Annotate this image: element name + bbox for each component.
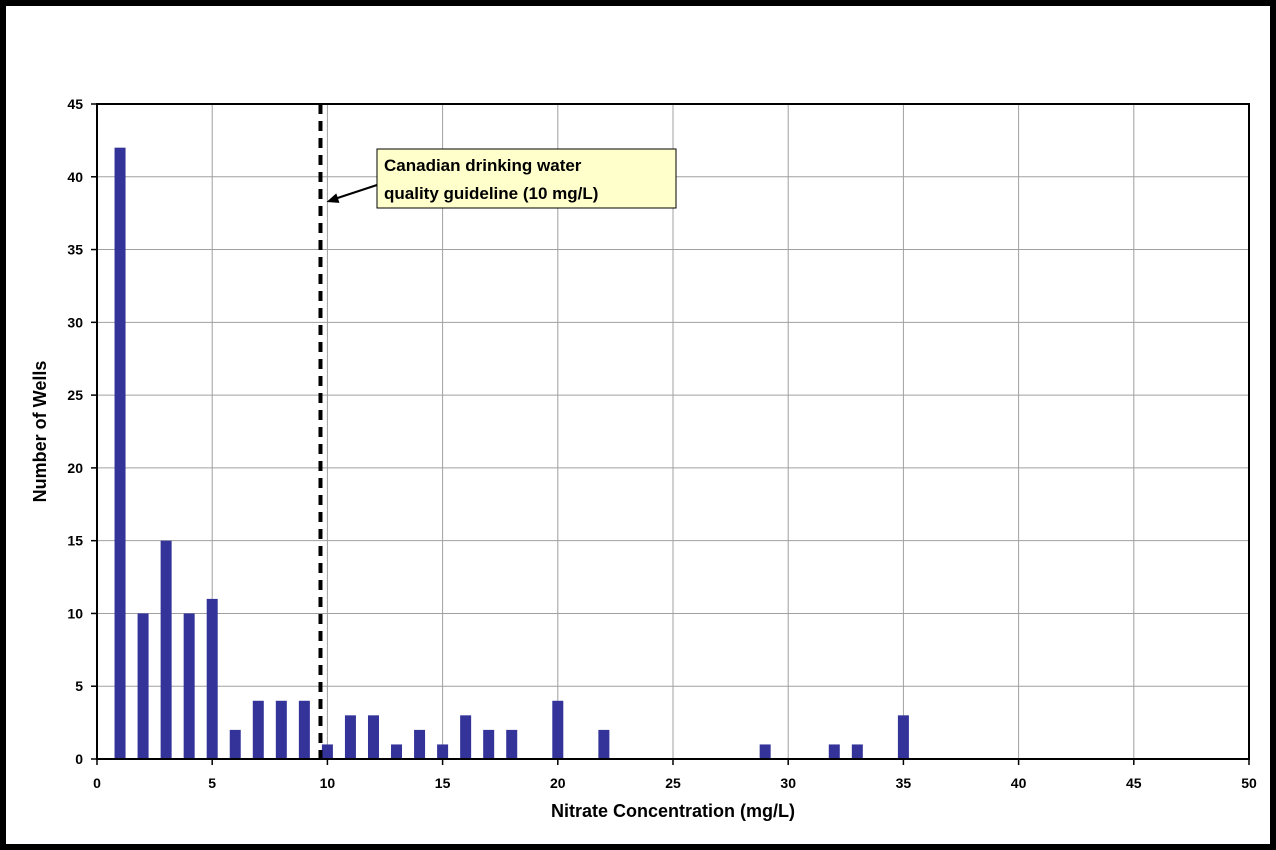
bar (252, 700, 264, 759)
y-axis-label: Number of Wells (30, 361, 50, 503)
bars (114, 147, 909, 759)
bar (437, 744, 449, 759)
bar (483, 729, 495, 759)
bar (321, 744, 333, 759)
bar (183, 613, 195, 759)
bar (506, 729, 518, 759)
x-tick-label: 45 (1126, 775, 1142, 791)
annotation-text-line-1: Canadian drinking water (384, 156, 582, 175)
bar (460, 715, 472, 759)
bar (828, 744, 840, 759)
bar (229, 729, 241, 759)
bar (552, 700, 564, 759)
chart: 0 5 10 15 20 25 30 35 40 45 50 051015202530354045 … (30, 96, 1257, 821)
x-tick-label: 15 (435, 775, 451, 791)
bar (367, 715, 379, 759)
bar (897, 715, 909, 759)
x-tick-label: 35 (896, 775, 912, 791)
y-tick-label: 15 (67, 533, 83, 549)
bar (298, 700, 310, 759)
y-axis-ticks: 0 5 10 15 20 25 30 35 40 45 (67, 96, 97, 767)
bar (598, 729, 610, 759)
y-tick-label: 35 (67, 242, 83, 258)
x-tick-label: 20 (550, 775, 566, 791)
annotation-arrow (334, 184, 378, 200)
x-axis-ticks: 0 5 10 15 20 25 30 35 40 45 50 (93, 759, 1257, 791)
y-tick-label: 10 (67, 605, 83, 621)
y-tick-label: 30 (67, 314, 83, 330)
bar (391, 744, 403, 759)
guideline-annotation: Canadian drinking water quality guidelin… (326, 148, 677, 209)
bar (414, 729, 426, 759)
x-tick-label: 30 (780, 775, 796, 791)
x-tick-label: 50 (1241, 775, 1257, 791)
annotation-text-line-2: quality guideline (10 mg/L) (384, 184, 598, 203)
bar (137, 613, 149, 759)
x-tick-label: 10 (320, 775, 336, 791)
bar (851, 744, 863, 759)
x-axis-label: Nitrate Concentration (mg/L) (551, 801, 795, 821)
y-tick-label: 25 (67, 387, 83, 403)
bar (344, 715, 356, 759)
bar (160, 540, 172, 759)
bar (275, 700, 287, 759)
bar (759, 744, 771, 759)
y-tick-label: 20 (67, 460, 83, 476)
bar (206, 598, 218, 759)
x-tick-label: 0 (93, 775, 101, 791)
bar (114, 147, 126, 759)
y-tick-label: 5 (75, 678, 83, 694)
annotation-arrowhead (326, 193, 340, 203)
y-tick-label: 0 (75, 751, 83, 767)
y-tick-label: 40 (67, 169, 83, 185)
annotation-box (376, 148, 677, 209)
x-tick-label: 25 (665, 775, 681, 791)
x-tick-label: 5 (208, 775, 216, 791)
y-tick-label: 45 (67, 96, 83, 112)
x-tick-label: 40 (1011, 775, 1027, 791)
